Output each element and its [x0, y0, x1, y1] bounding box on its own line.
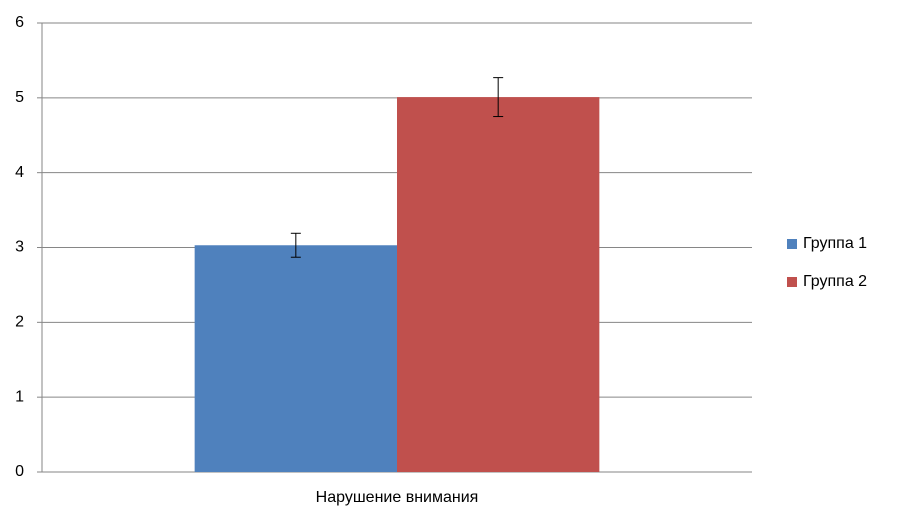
y-tick-label: 6	[15, 14, 24, 31]
x-tick-label: Нарушение внимания	[316, 489, 479, 506]
bar	[397, 97, 600, 473]
bar	[194, 245, 397, 472]
y-tick-label: 4	[15, 164, 24, 181]
error-bar	[290, 232, 301, 258]
legend-label: Группа 2	[803, 273, 867, 290]
y-tick-label: 3	[15, 239, 24, 256]
y-tick-label: 0	[15, 463, 24, 480]
legend-swatch	[787, 239, 797, 249]
y-tick-label: 2	[15, 314, 24, 331]
error-bar	[493, 77, 504, 118]
y-tick-label: 1	[15, 388, 24, 405]
y-tick-label: 5	[15, 89, 24, 106]
legend-swatch	[787, 277, 797, 287]
legend-label: Группа 1	[803, 235, 867, 252]
